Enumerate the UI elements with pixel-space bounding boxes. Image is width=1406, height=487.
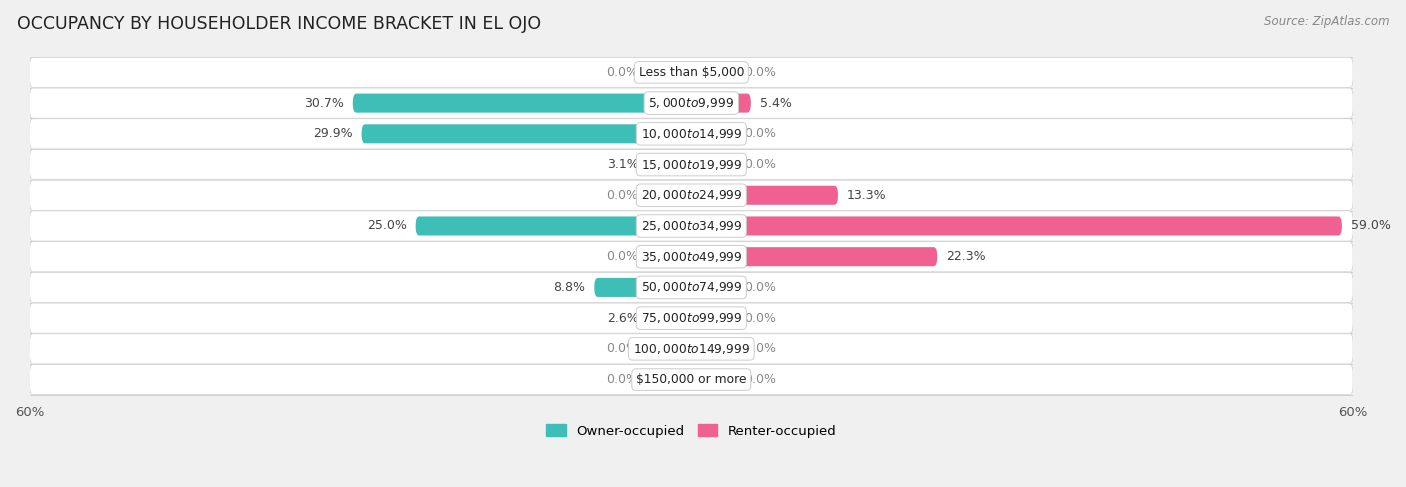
Text: 25.0%: 25.0%	[367, 220, 406, 232]
FancyBboxPatch shape	[647, 155, 692, 174]
FancyBboxPatch shape	[647, 247, 692, 266]
Text: 22.3%: 22.3%	[946, 250, 986, 263]
FancyBboxPatch shape	[30, 88, 1353, 118]
FancyBboxPatch shape	[692, 278, 735, 297]
Text: 0.0%: 0.0%	[744, 158, 776, 171]
Text: OCCUPANCY BY HOUSEHOLDER INCOME BRACKET IN EL OJO: OCCUPANCY BY HOUSEHOLDER INCOME BRACKET …	[17, 15, 541, 33]
Text: $25,000 to $34,999: $25,000 to $34,999	[641, 219, 742, 233]
FancyBboxPatch shape	[692, 216, 1341, 236]
Text: 2.6%: 2.6%	[606, 312, 638, 325]
FancyBboxPatch shape	[30, 242, 1353, 272]
Text: $5,000 to $9,999: $5,000 to $9,999	[648, 96, 734, 110]
FancyBboxPatch shape	[595, 278, 692, 297]
Text: 0.0%: 0.0%	[744, 373, 776, 386]
FancyBboxPatch shape	[647, 339, 692, 358]
FancyBboxPatch shape	[647, 370, 692, 389]
Text: 0.0%: 0.0%	[744, 127, 776, 140]
Text: Less than $5,000: Less than $5,000	[638, 66, 744, 79]
FancyBboxPatch shape	[692, 63, 735, 82]
Text: $20,000 to $24,999: $20,000 to $24,999	[641, 188, 742, 202]
Text: 0.0%: 0.0%	[606, 66, 638, 79]
FancyBboxPatch shape	[353, 94, 692, 112]
Text: $100,000 to $149,999: $100,000 to $149,999	[633, 342, 749, 356]
Text: 30.7%: 30.7%	[304, 96, 344, 110]
FancyBboxPatch shape	[30, 119, 1353, 149]
FancyBboxPatch shape	[692, 155, 735, 174]
FancyBboxPatch shape	[30, 364, 1353, 394]
Text: $75,000 to $99,999: $75,000 to $99,999	[641, 311, 742, 325]
FancyBboxPatch shape	[30, 334, 1353, 364]
FancyBboxPatch shape	[692, 370, 735, 389]
Text: 13.3%: 13.3%	[846, 189, 886, 202]
Text: 0.0%: 0.0%	[606, 250, 638, 263]
FancyBboxPatch shape	[692, 309, 735, 328]
FancyBboxPatch shape	[692, 186, 838, 205]
Text: 3.1%: 3.1%	[606, 158, 638, 171]
FancyBboxPatch shape	[647, 63, 692, 82]
Text: 5.4%: 5.4%	[759, 96, 792, 110]
FancyBboxPatch shape	[692, 124, 735, 143]
FancyBboxPatch shape	[416, 216, 692, 236]
Text: 0.0%: 0.0%	[744, 281, 776, 294]
Text: $150,000 or more: $150,000 or more	[636, 373, 747, 386]
Text: $35,000 to $49,999: $35,000 to $49,999	[641, 250, 742, 263]
Text: $15,000 to $19,999: $15,000 to $19,999	[641, 157, 742, 171]
FancyBboxPatch shape	[30, 272, 1353, 302]
Text: Source: ZipAtlas.com: Source: ZipAtlas.com	[1264, 15, 1389, 28]
Text: 0.0%: 0.0%	[606, 342, 638, 356]
FancyBboxPatch shape	[30, 211, 1353, 241]
FancyBboxPatch shape	[692, 339, 735, 358]
FancyBboxPatch shape	[692, 247, 938, 266]
Text: 0.0%: 0.0%	[744, 342, 776, 356]
FancyBboxPatch shape	[647, 309, 692, 328]
FancyBboxPatch shape	[692, 94, 751, 112]
Text: 0.0%: 0.0%	[606, 189, 638, 202]
FancyBboxPatch shape	[361, 124, 692, 143]
Text: 0.0%: 0.0%	[606, 373, 638, 386]
Text: 0.0%: 0.0%	[744, 66, 776, 79]
Text: 0.0%: 0.0%	[744, 312, 776, 325]
Text: 8.8%: 8.8%	[554, 281, 585, 294]
FancyBboxPatch shape	[30, 57, 1353, 88]
Text: $50,000 to $74,999: $50,000 to $74,999	[641, 281, 742, 295]
Text: $10,000 to $14,999: $10,000 to $14,999	[641, 127, 742, 141]
Text: 59.0%: 59.0%	[1351, 220, 1391, 232]
Text: 29.9%: 29.9%	[314, 127, 353, 140]
FancyBboxPatch shape	[30, 303, 1353, 333]
FancyBboxPatch shape	[647, 186, 692, 205]
FancyBboxPatch shape	[30, 150, 1353, 180]
FancyBboxPatch shape	[30, 180, 1353, 210]
Legend: Owner-occupied, Renter-occupied: Owner-occupied, Renter-occupied	[541, 419, 842, 443]
